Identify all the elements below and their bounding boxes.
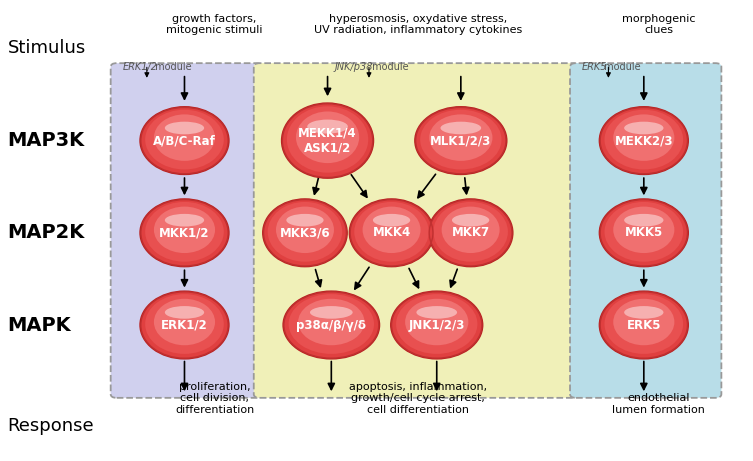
Ellipse shape — [605, 110, 683, 170]
Ellipse shape — [139, 290, 230, 360]
Ellipse shape — [428, 198, 514, 267]
Text: endothelial
lumen formation: endothelial lumen formation — [612, 393, 706, 415]
Ellipse shape — [282, 104, 373, 177]
Text: apoptosis, inflammation,
growth/cell cycle arrest,
cell differentiation: apoptosis, inflammation, growth/cell cyc… — [349, 382, 487, 415]
Ellipse shape — [268, 202, 342, 262]
Text: MKK4: MKK4 — [373, 226, 410, 239]
Ellipse shape — [600, 107, 687, 174]
Ellipse shape — [310, 306, 352, 319]
Ellipse shape — [349, 198, 434, 267]
Ellipse shape — [624, 214, 663, 226]
Ellipse shape — [396, 294, 477, 354]
Ellipse shape — [296, 112, 359, 163]
Ellipse shape — [145, 294, 224, 354]
Text: MLK1/2/3: MLK1/2/3 — [430, 134, 492, 147]
Ellipse shape — [433, 202, 508, 262]
Text: proliferation,
cell division,
differentiation: proliferation, cell division, differenti… — [175, 382, 255, 415]
Ellipse shape — [414, 106, 508, 175]
Ellipse shape — [287, 106, 368, 173]
Ellipse shape — [145, 110, 224, 170]
Text: module: module — [369, 62, 409, 72]
Text: module: module — [152, 62, 192, 72]
Ellipse shape — [145, 202, 224, 262]
Text: ERK5: ERK5 — [626, 319, 661, 331]
Ellipse shape — [452, 214, 489, 226]
Ellipse shape — [624, 306, 663, 319]
FancyBboxPatch shape — [111, 63, 262, 398]
Text: MKK5: MKK5 — [625, 226, 663, 239]
Ellipse shape — [264, 200, 346, 266]
Ellipse shape — [599, 290, 689, 360]
Ellipse shape — [165, 214, 204, 226]
Ellipse shape — [429, 200, 512, 266]
Ellipse shape — [282, 290, 380, 360]
Text: MAP2K: MAP2K — [8, 223, 85, 242]
Ellipse shape — [281, 102, 374, 179]
Ellipse shape — [276, 207, 334, 253]
FancyBboxPatch shape — [570, 63, 721, 398]
Text: module: module — [602, 62, 641, 72]
Text: hyperosmosis, oxydative stress,
UV radiation, inflammatory cytokines: hyperosmosis, oxydative stress, UV radia… — [314, 14, 522, 35]
Text: morphogenic
clues: morphogenic clues — [622, 14, 696, 35]
Text: MAP3K: MAP3K — [8, 131, 84, 150]
Ellipse shape — [307, 119, 348, 134]
Text: ERK5: ERK5 — [581, 62, 607, 72]
Ellipse shape — [605, 294, 683, 354]
Text: Response: Response — [8, 417, 94, 436]
Text: MKK7: MKK7 — [452, 226, 489, 239]
Text: MEKK2/3: MEKK2/3 — [614, 134, 673, 147]
Text: MEKK1/4
ASK1/2: MEKK1/4 ASK1/2 — [298, 127, 357, 154]
Ellipse shape — [441, 207, 500, 253]
Text: growth factors,
mitogenic stimuli: growth factors, mitogenic stimuli — [166, 14, 263, 35]
Text: JNK1/2/3: JNK1/2/3 — [409, 319, 465, 331]
Ellipse shape — [613, 207, 675, 253]
Ellipse shape — [363, 207, 420, 253]
Ellipse shape — [392, 292, 482, 358]
Ellipse shape — [613, 299, 675, 345]
Text: Stimulus: Stimulus — [8, 39, 86, 58]
Ellipse shape — [405, 299, 468, 345]
Text: ERK1/2: ERK1/2 — [161, 319, 208, 331]
FancyBboxPatch shape — [254, 63, 578, 398]
Ellipse shape — [141, 200, 228, 266]
Ellipse shape — [262, 198, 348, 267]
Ellipse shape — [165, 306, 204, 319]
Text: MKK1/2: MKK1/2 — [159, 226, 210, 239]
Ellipse shape — [141, 107, 228, 174]
Text: A/B/C-Raf: A/B/C-Raf — [153, 134, 216, 147]
Text: JNK/p38: JNK/p38 — [335, 62, 373, 72]
Ellipse shape — [416, 107, 506, 174]
Ellipse shape — [600, 200, 687, 266]
Ellipse shape — [350, 200, 433, 266]
Ellipse shape — [600, 292, 687, 358]
Ellipse shape — [354, 202, 429, 262]
Text: MKK3/6: MKK3/6 — [279, 226, 331, 239]
Ellipse shape — [139, 106, 230, 175]
Text: ERK1/2: ERK1/2 — [123, 62, 157, 72]
Ellipse shape — [613, 114, 675, 161]
Ellipse shape — [298, 299, 364, 345]
Ellipse shape — [605, 202, 683, 262]
Ellipse shape — [441, 122, 481, 134]
Ellipse shape — [154, 114, 215, 161]
Text: p38α/β/γ/δ: p38α/β/γ/δ — [297, 319, 366, 331]
Ellipse shape — [141, 292, 228, 358]
Ellipse shape — [288, 294, 374, 354]
Ellipse shape — [139, 198, 230, 267]
Ellipse shape — [286, 214, 324, 226]
Ellipse shape — [373, 214, 410, 226]
Ellipse shape — [154, 299, 215, 345]
Ellipse shape — [154, 207, 215, 253]
Ellipse shape — [420, 110, 501, 170]
Ellipse shape — [429, 114, 492, 161]
Ellipse shape — [165, 122, 204, 134]
Ellipse shape — [284, 292, 379, 358]
Ellipse shape — [416, 306, 457, 319]
Ellipse shape — [599, 198, 689, 267]
Ellipse shape — [624, 122, 663, 134]
Text: MAPK: MAPK — [8, 315, 71, 335]
Ellipse shape — [390, 290, 483, 360]
Ellipse shape — [599, 106, 689, 175]
